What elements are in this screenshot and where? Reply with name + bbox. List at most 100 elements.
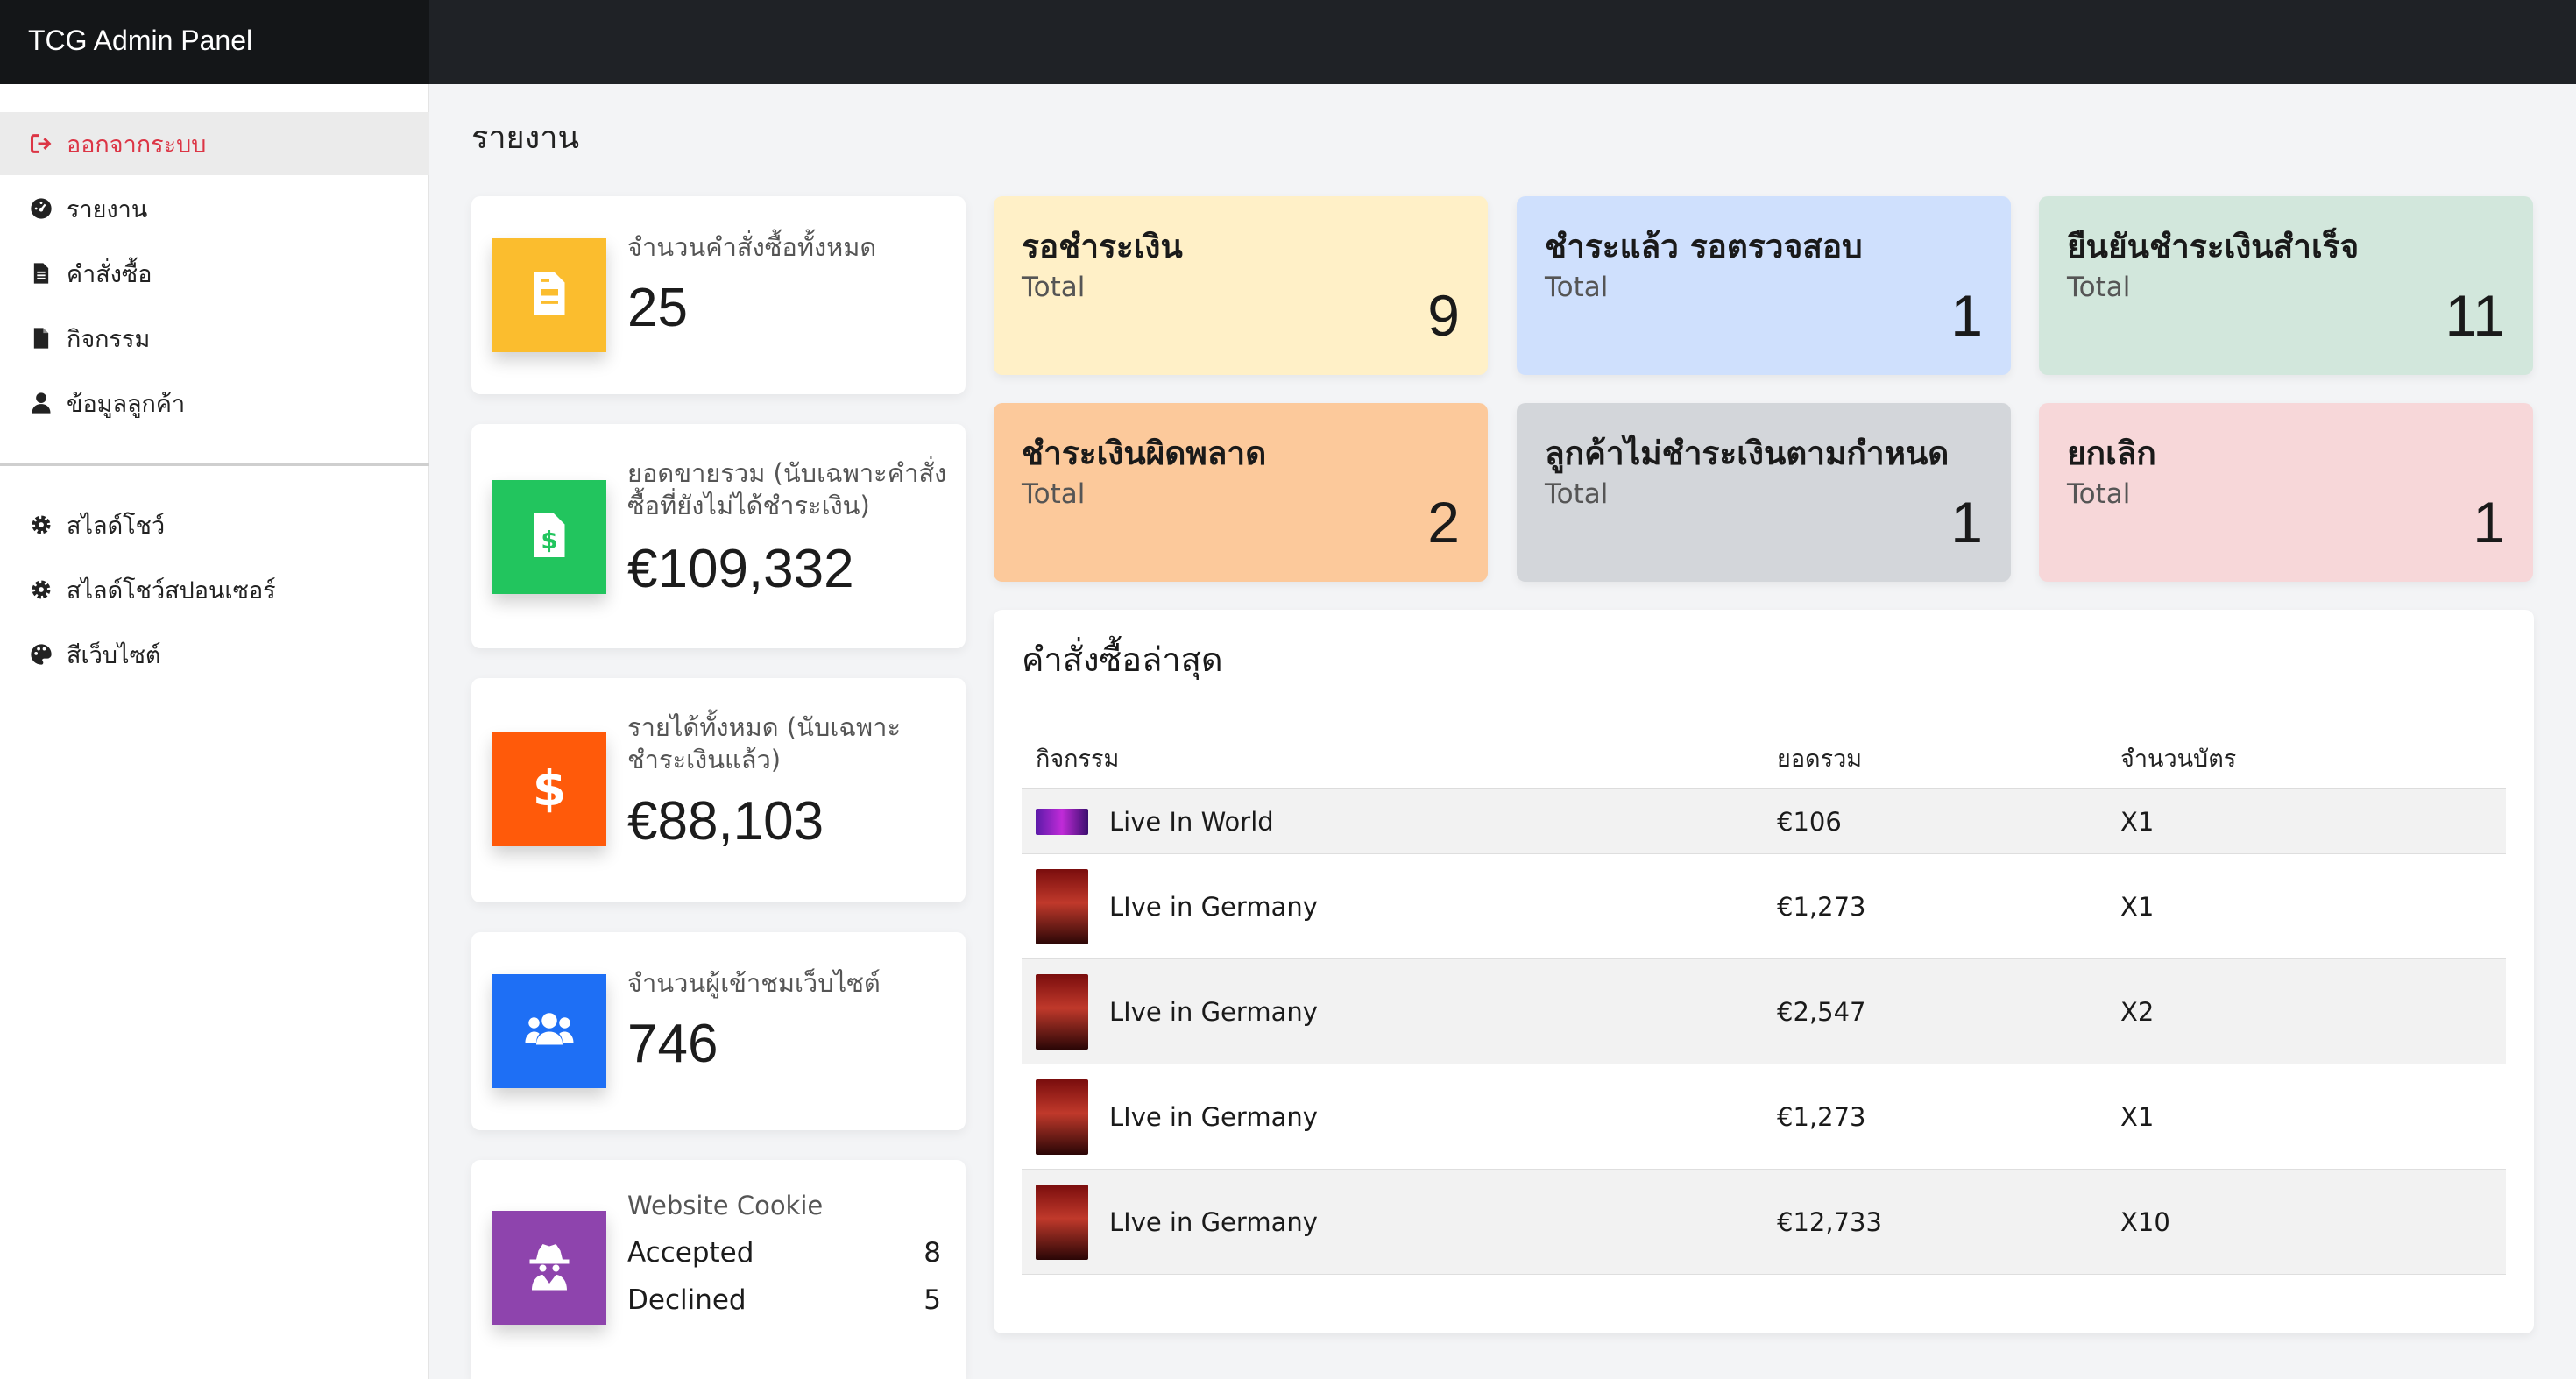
order-total: €106	[1777, 806, 1842, 837]
stat-cookie-label: Website Cookie	[627, 1191, 824, 1220]
status-title: ลูกค้าไม่ชำระเงินตามกำหนด	[1545, 435, 1950, 472]
status-title: รอชำระเงิน	[1022, 228, 1183, 265]
sidebar-item-events[interactable]: กิจกรรม	[0, 307, 429, 370]
sidebar-item-sponsor-slideshow[interactable]: สไลด์โชว์สปอนเซอร์	[0, 558, 429, 621]
sidebar-item-label: ข้อมูลลูกค้า	[67, 390, 186, 418]
event-thumbnail	[1036, 868, 1088, 944]
column-header-qty: จำนวนบัตร	[2120, 746, 2237, 773]
status-value: 11	[2445, 283, 2505, 348]
status-card-confirmed[interactable]: ยืนยันชำระเงินสำเร็จ Total 11	[2039, 196, 2533, 375]
column-header-total: ยอดรวม	[1777, 746, 1863, 773]
table-row[interactable]: LIve in Germany €2,547 X2	[1022, 959, 2506, 1064]
file-dollar-icon: $	[523, 509, 576, 565]
sidebar-item-customers[interactable]: ข้อมูลลูกค้า	[0, 371, 429, 435]
sidebar-item-website-color[interactable]: สีเว็บไซต์	[0, 623, 429, 686]
gear-icon	[28, 512, 54, 538]
palette-icon	[28, 641, 54, 668]
status-card-overdue[interactable]: ลูกค้าไม่ชำระเงินตามกำหนด Total 1	[1517, 403, 2011, 582]
latest-orders-title: คำสั่งซื้อล่าสุด	[1022, 640, 1223, 679]
stat-sales-label: ยอดขายรวม (นับเฉพาะคำสั่งซื้อที่ยังไม่ได…	[627, 458, 947, 520]
event-thumbnail	[1036, 973, 1088, 1050]
stat-card-orders: จำนวนคำสั่งซื้อทั้งหมด 25	[471, 196, 966, 394]
sidebar: ออกจากระบบ รายงาน คำสั่งซื้อ กิจกรรม ข้อ…	[0, 84, 429, 1379]
order-total: €2,547	[1777, 996, 1866, 1027]
status-value: 1	[1950, 490, 1983, 555]
stat-income-value: €88,103	[627, 791, 824, 852]
top-bar: TCG Admin Panel	[0, 0, 2576, 84]
status-sub: Total	[2067, 272, 2131, 303]
sidebar-item-logout[interactable]: ออกจากระบบ	[0, 112, 429, 175]
cookie-accepted-row: Accepted 8	[627, 1237, 941, 1269]
status-sub: Total	[1545, 478, 1609, 510]
stat-orders-label: จำนวนคำสั่งซื้อทั้งหมด	[627, 232, 877, 262]
status-sub: Total	[2067, 478, 2131, 510]
event-name: LIve in Germany	[1109, 1206, 1318, 1237]
sidebar-item-slideshow[interactable]: สไลด์โชว์	[0, 493, 429, 556]
cookie-accepted-value: 8	[924, 1237, 941, 1269]
sign-out-icon	[28, 131, 54, 157]
stat-income-label: รายได้ทั้งหมด (นับเฉพาะชำระเงินแล้ว)	[627, 712, 902, 774]
cookie-accepted-label: Accepted	[627, 1237, 754, 1269]
status-title: ชำระแล้ว รอตรวจสอบ	[1545, 228, 1863, 265]
status-value: 9	[1427, 283, 1460, 348]
order-total: €1,273	[1777, 1101, 1866, 1132]
stat-orders-value: 25	[627, 278, 688, 338]
ticket-qty: X10	[2120, 1206, 2170, 1237]
svg-text:$: $	[541, 527, 557, 555]
status-value: 2	[1427, 490, 1460, 555]
event-name: LIve in Germany	[1109, 996, 1318, 1027]
sidebar-item-report[interactable]: รายงาน	[0, 177, 429, 240]
stat-visitors-icon-box	[492, 974, 606, 1088]
stat-card-cookie: Website Cookie Accepted 8 Declined 5	[471, 1160, 966, 1379]
sidebar-item-orders[interactable]: คำสั่งซื้อ	[0, 242, 429, 305]
status-title: ยกเลิก	[2067, 435, 2156, 472]
column-header-event: กิจกรรม	[1036, 746, 1120, 773]
status-card-paid-review[interactable]: ชำระแล้ว รอตรวจสอบ Total 1	[1517, 196, 2011, 375]
stat-card-income: $ รายได้ทั้งหมด (นับเฉพาะชำระเงินแล้ว) €…	[471, 678, 966, 902]
app-title[interactable]: TCG Admin Panel	[0, 0, 429, 84]
status-value: 1	[1950, 283, 1983, 348]
stat-card-sales: $ ยอดขายรวม (นับเฉพาะคำสั่งซื้อที่ยังไม่…	[471, 424, 966, 648]
stat-visitors-value: 746	[627, 1014, 718, 1074]
sidebar-item-label: สไลด์โชว์	[67, 512, 166, 540]
status-card-cancelled[interactable]: ยกเลิก Total 1	[2039, 403, 2533, 582]
file-icon	[28, 325, 54, 351]
status-card-pending[interactable]: รอชำระเงิน Total 9	[994, 196, 1488, 375]
stat-card-visitors: จำนวนผู้เข้าชมเว็บไซต์ 746	[471, 932, 966, 1130]
stat-sales-value: €109,332	[627, 539, 854, 599]
order-total: €1,273	[1777, 891, 1866, 922]
event-thumbnail	[1036, 1078, 1088, 1155]
table-row[interactable]: LIve in Germany €1,273 X1	[1022, 1064, 2506, 1170]
stat-income-icon-box: $	[492, 732, 606, 846]
user-secret-icon	[523, 1240, 576, 1296]
gear-icon	[28, 576, 54, 603]
file-invoice-icon	[523, 267, 576, 323]
order-total: €12,733	[1777, 1206, 1882, 1237]
table-row[interactable]: LIve in Germany €12,733 X10	[1022, 1170, 2506, 1275]
table-row[interactable]: Live In World €106 X1	[1022, 789, 2506, 854]
ticket-qty: X1	[2120, 806, 2155, 837]
status-title: ชำระเงินผิดพลาด	[1022, 435, 1267, 472]
sidebar-divider	[0, 463, 429, 466]
user-icon	[28, 390, 54, 416]
sidebar-item-label: สีเว็บไซต์	[67, 641, 161, 669]
svg-text:$: $	[533, 761, 566, 814]
stat-sales-icon-box: $	[492, 480, 606, 594]
event-name: Live In World	[1109, 806, 1274, 837]
event-name: LIve in Germany	[1109, 891, 1318, 922]
stat-cookie-icon-box	[492, 1211, 606, 1325]
cookie-declined-label: Declined	[627, 1284, 747, 1316]
ticket-qty: X1	[2120, 891, 2155, 922]
sidebar-item-label: กิจกรรม	[67, 325, 151, 353]
table-row[interactable]: LIve in Germany €1,273 X1	[1022, 854, 2506, 959]
page-title: รายงาน	[471, 120, 580, 156]
event-thumbnail	[1036, 1184, 1088, 1260]
ticket-qty: X2	[2120, 996, 2155, 1027]
sidebar-item-label: ออกจากระบบ	[67, 131, 207, 159]
status-sub: Total	[1022, 272, 1086, 303]
users-icon	[523, 1003, 576, 1059]
file-lines-icon	[28, 260, 54, 286]
sidebar-item-label: รายงาน	[67, 195, 148, 223]
event-name: LIve in Germany	[1109, 1101, 1318, 1132]
status-card-failed[interactable]: ชำระเงินผิดพลาด Total 2	[994, 403, 1488, 582]
